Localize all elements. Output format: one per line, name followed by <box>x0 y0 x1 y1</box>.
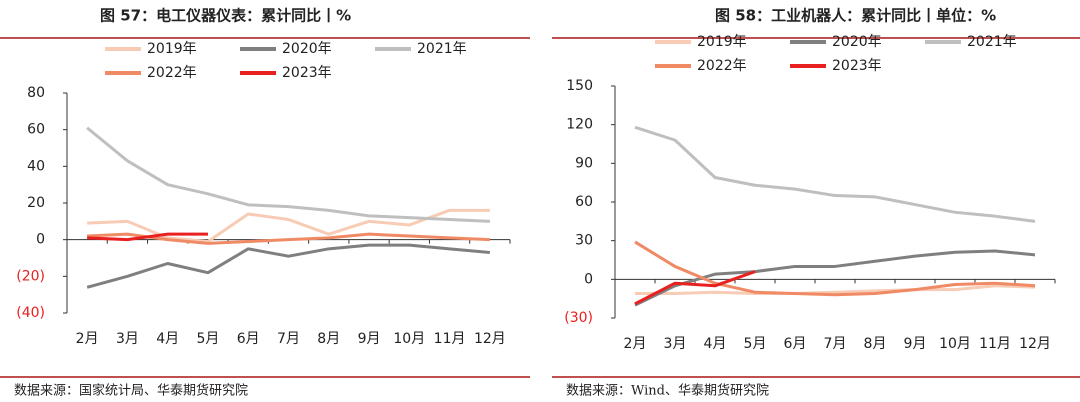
y-tick-label: (30) <box>564 310 593 326</box>
legend-label: 2021年 <box>417 41 467 57</box>
legend-label: 2020年 <box>282 41 332 57</box>
chart-title: 图 58：工业机器人：累计同比丨单位：% <box>715 7 996 25</box>
x-tick-label: 9月 <box>358 331 381 347</box>
x-tick-label: 11月 <box>979 336 1011 352</box>
legend-label: 2022年 <box>147 65 197 81</box>
chart-title: 图 57：电工仪器仪表：累计同比丨% <box>100 7 351 25</box>
source: 数据来源：Wind、华泰期货研究院 <box>566 383 769 399</box>
y-tick-label: 40 <box>27 158 45 174</box>
series-line <box>87 232 208 242</box>
x-tick-label: 11月 <box>434 331 466 347</box>
source: 数据来源：国家统计局、华泰期货研究院 <box>14 383 248 399</box>
x-tick-label: 10月 <box>939 336 971 352</box>
x-tick-label: 5月 <box>744 336 767 352</box>
y-tick-label: 60 <box>27 122 45 138</box>
legend-label: 2021年 <box>967 34 1017 50</box>
x-tick-label: 5月 <box>196 331 219 347</box>
legend-label: 2019年 <box>147 41 197 57</box>
x-tick-label: 4月 <box>156 331 179 347</box>
legend-label: 2023年 <box>282 65 332 81</box>
y-tick-label: 20 <box>27 195 45 211</box>
y-tick-label: 120 <box>566 117 593 133</box>
y-tick-label: 0 <box>36 232 45 248</box>
x-tick-label: 7月 <box>277 331 300 347</box>
x-tick-label: 6月 <box>784 336 807 352</box>
x-tick-label: 6月 <box>237 331 260 347</box>
y-tick-label: 150 <box>566 78 593 94</box>
series-line <box>634 270 756 306</box>
series-line <box>86 126 490 223</box>
y-tick-label: 90 <box>575 155 593 171</box>
legend-label: 2019年 <box>697 34 747 50</box>
x-tick-label: 4月 <box>704 336 727 352</box>
x-tick-label: 8月 <box>864 336 887 352</box>
x-tick-label: 2月 <box>624 336 647 352</box>
x-tick-label: 10月 <box>393 331 425 347</box>
series-line <box>86 243 491 289</box>
series-line <box>634 249 1036 307</box>
x-tick-label: 12月 <box>1019 336 1051 352</box>
series-line <box>87 232 490 245</box>
x-tick-label: 3月 <box>116 331 139 347</box>
y-tick-label: 30 <box>575 233 593 249</box>
x-tick-label: 8月 <box>317 331 340 347</box>
y-tick-label: 0 <box>584 271 593 287</box>
legend-label: 2023年 <box>832 58 882 74</box>
series-line <box>635 284 1036 296</box>
series-line <box>87 208 490 243</box>
x-tick-label: 3月 <box>664 336 687 352</box>
y-tick-label: (40) <box>16 305 45 321</box>
series-line <box>634 125 1036 223</box>
x-tick-label: 7月 <box>824 336 847 352</box>
legend-label: 2020年 <box>832 34 882 50</box>
legend-label: 2022年 <box>697 58 747 74</box>
x-tick-label: 12月 <box>474 331 506 347</box>
y-tick-label: 60 <box>575 194 593 210</box>
x-tick-label: 2月 <box>76 331 99 347</box>
series-line <box>634 240 1036 297</box>
x-tick-label: 9月 <box>904 336 927 352</box>
y-tick-label: 80 <box>27 85 45 101</box>
y-tick-label: (20) <box>16 268 45 284</box>
